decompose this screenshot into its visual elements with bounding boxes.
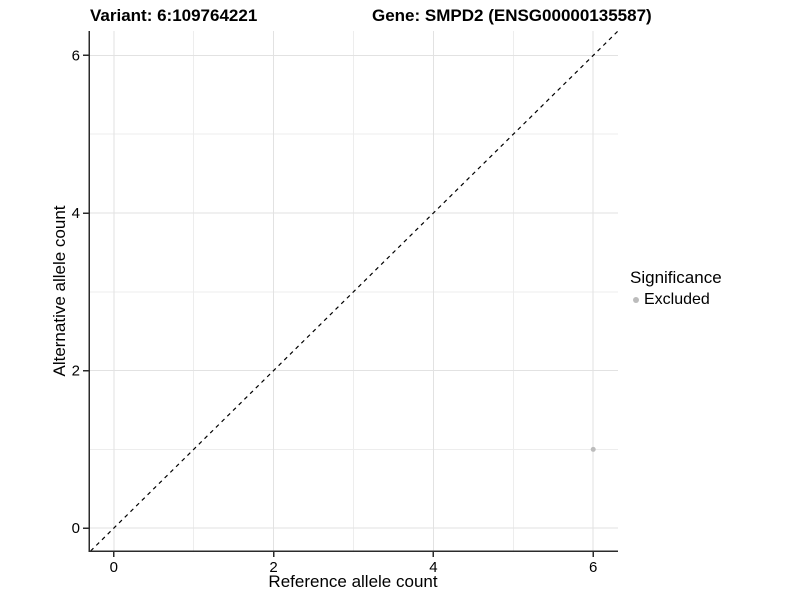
x-tick-label: 6 <box>589 559 597 576</box>
y-axis-title: Alternative allele count <box>50 205 69 377</box>
data-point <box>590 446 596 452</box>
plot-title-variant: Variant: 6:109764221 <box>90 6 258 25</box>
y-tick-label: 4 <box>72 205 80 222</box>
x-tick-label: 4 <box>429 559 437 576</box>
legend: Significance Excluded <box>630 268 722 309</box>
legend-key-dot-icon <box>633 297 639 303</box>
plot-title-gene: Gene: SMPD2 (ENSG00000135587) <box>372 6 652 25</box>
y-tick-label: 2 <box>72 363 80 380</box>
legend-title: Significance <box>630 268 722 287</box>
identity-dashed-line <box>90 30 619 552</box>
legend-item-label: Excluded <box>644 291 710 308</box>
x-axis-title: Reference allele count <box>268 572 438 591</box>
y-tick-label: 0 <box>72 520 80 537</box>
x-tick-label: 2 <box>269 559 277 576</box>
x-tick-label: 0 <box>110 559 118 576</box>
legend-item-excluded: Excluded <box>630 291 722 309</box>
y-tick-label: 6 <box>72 47 80 64</box>
